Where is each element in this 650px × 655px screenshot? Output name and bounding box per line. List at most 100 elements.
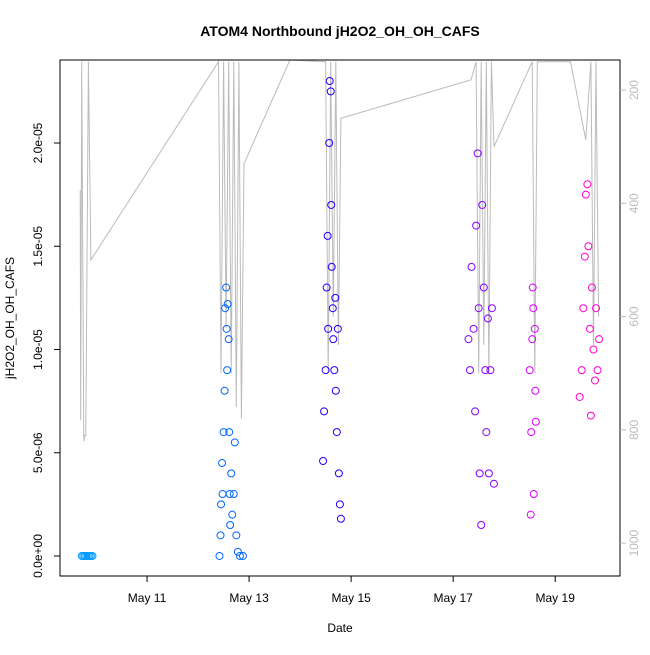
data-point bbox=[587, 283, 596, 292]
data-point bbox=[486, 366, 495, 375]
data-point bbox=[474, 304, 483, 313]
data-point bbox=[323, 231, 332, 240]
data-point bbox=[580, 252, 589, 261]
data-point bbox=[88, 551, 97, 560]
data-point bbox=[328, 304, 337, 313]
data-point bbox=[489, 479, 498, 488]
y2-tick-label: 200 bbox=[627, 80, 641, 100]
data-point bbox=[583, 180, 592, 189]
y-tick-label: 1.0e-05 bbox=[31, 329, 45, 370]
data-point bbox=[226, 520, 235, 529]
data-point bbox=[233, 547, 242, 556]
data-point bbox=[584, 242, 593, 251]
x-axis-label: Date bbox=[327, 621, 353, 635]
data-point bbox=[332, 428, 341, 437]
data-point bbox=[217, 500, 226, 509]
data-point bbox=[321, 366, 330, 375]
data-point bbox=[482, 428, 491, 437]
data-point bbox=[225, 490, 234, 499]
y2-tick-label: 600 bbox=[627, 306, 641, 326]
data-point bbox=[232, 531, 241, 540]
data-point bbox=[469, 324, 478, 333]
data-point bbox=[331, 293, 340, 302]
data-point bbox=[224, 335, 233, 344]
data-point bbox=[225, 428, 234, 437]
y-tick-label: 2.0e-05 bbox=[31, 122, 45, 163]
data-point bbox=[531, 386, 540, 395]
data-point bbox=[331, 386, 340, 395]
data-point bbox=[324, 324, 333, 333]
x-tick-label: May 13 bbox=[229, 591, 269, 605]
data-point bbox=[327, 200, 336, 209]
data-point bbox=[593, 366, 602, 375]
y-tick-label: 1.5e-05 bbox=[31, 226, 45, 267]
data-point bbox=[479, 283, 488, 292]
y-tick-label: 0.0e+00 bbox=[31, 534, 45, 578]
data-point bbox=[216, 531, 225, 540]
data-point bbox=[464, 335, 473, 344]
data-point bbox=[330, 366, 339, 375]
data-point bbox=[473, 149, 482, 158]
data-point bbox=[218, 459, 227, 468]
data-point bbox=[575, 392, 584, 401]
data-point bbox=[334, 469, 343, 478]
data-point bbox=[477, 520, 486, 529]
data-point bbox=[336, 514, 345, 523]
altitude-line bbox=[79, 60, 600, 442]
data-point bbox=[586, 411, 595, 420]
data-point bbox=[325, 139, 334, 148]
data-point bbox=[467, 262, 476, 271]
data-point bbox=[577, 366, 586, 375]
data-point bbox=[229, 490, 238, 499]
data-point bbox=[326, 87, 335, 96]
data-point bbox=[319, 456, 328, 465]
data-point bbox=[528, 283, 537, 292]
data-point bbox=[592, 304, 601, 313]
data-point bbox=[222, 324, 231, 333]
data-point bbox=[223, 300, 232, 309]
data-point bbox=[528, 335, 537, 344]
y2-tick-label: 800 bbox=[627, 420, 641, 440]
data-point bbox=[484, 469, 493, 478]
data-point bbox=[589, 345, 598, 354]
data-point bbox=[322, 283, 331, 292]
x-tick-label: May 11 bbox=[128, 591, 167, 605]
x-tick-label: May 19 bbox=[536, 591, 576, 605]
chart-title: ATOM4 Northbound jH2O2_OH_OH_CAFS bbox=[200, 23, 480, 39]
data-point bbox=[327, 262, 336, 271]
data-point bbox=[329, 335, 338, 344]
data-point bbox=[320, 407, 329, 416]
data-point bbox=[219, 428, 228, 437]
plot-frame bbox=[59, 59, 621, 577]
data-point bbox=[335, 500, 344, 509]
data-point bbox=[585, 324, 594, 333]
data-point bbox=[483, 314, 492, 323]
data-point bbox=[581, 190, 590, 199]
data-point bbox=[221, 304, 230, 313]
plot-area bbox=[77, 60, 604, 560]
data-point bbox=[215, 551, 224, 560]
data-point bbox=[579, 304, 588, 313]
data-point bbox=[228, 510, 237, 519]
y2-tick-label: 1000 bbox=[627, 529, 641, 556]
data-point bbox=[333, 324, 342, 333]
data-point bbox=[227, 469, 236, 478]
data-point bbox=[530, 324, 539, 333]
data-point bbox=[481, 366, 490, 375]
data-point bbox=[238, 551, 247, 560]
data-point bbox=[591, 376, 599, 385]
data-point bbox=[529, 490, 538, 499]
data-point bbox=[525, 366, 534, 375]
data-point bbox=[472, 221, 481, 230]
data-point bbox=[478, 200, 487, 209]
data-point bbox=[222, 283, 231, 292]
data-point bbox=[595, 335, 604, 344]
data-point bbox=[220, 386, 229, 395]
x-tick-label: May 15 bbox=[331, 591, 371, 605]
data-point bbox=[487, 304, 496, 313]
y-tick-label: 5.0e-06 bbox=[31, 432, 45, 473]
x-tick-label: May 17 bbox=[433, 591, 473, 605]
data-point bbox=[325, 77, 334, 86]
